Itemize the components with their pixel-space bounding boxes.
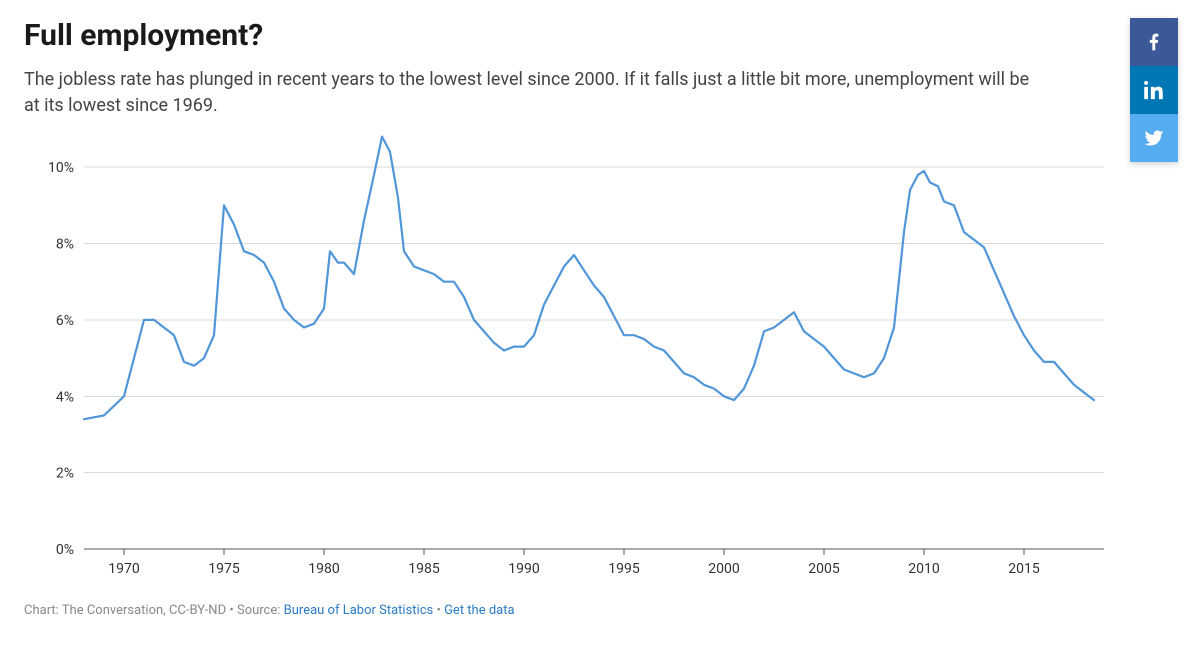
svg-text:1995: 1995: [608, 561, 640, 577]
share-facebook-button[interactable]: [1130, 18, 1178, 66]
svg-text:2%: 2%: [56, 466, 74, 482]
svg-text:10%: 10%: [48, 160, 74, 176]
svg-text:2000: 2000: [708, 561, 740, 577]
chart-footer: Chart: The Conversation, CC-BY-ND • Sour…: [24, 603, 1124, 618]
twitter-icon: [1144, 128, 1164, 148]
separator-dot: •: [229, 603, 237, 618]
chart-credit: Chart: The Conversation, CC-BY-ND: [24, 603, 226, 618]
chart-title: Full employment?: [24, 18, 1124, 53]
svg-text:8%: 8%: [56, 237, 74, 253]
svg-text:1970: 1970: [108, 561, 140, 577]
svg-text:1980: 1980: [308, 561, 340, 577]
chart-svg: 0% 2% 4% 6% 8% 10% 1970 1975 1980 1985 1990 1995 200…: [24, 129, 1124, 599]
line-chart: 0% 2% 4% 6% 8% 10% 1970 1975 1980 1985 1990 1995 200…: [24, 129, 1124, 599]
svg-text:1985: 1985: [408, 561, 440, 577]
svg-text:2005: 2005: [808, 561, 840, 577]
facebook-icon: [1144, 32, 1164, 52]
chart-subtitle: The jobless rate has plunged in recent y…: [24, 67, 1044, 119]
svg-text:0%: 0%: [56, 542, 74, 558]
share-twitter-button[interactable]: [1130, 114, 1178, 162]
svg-text:4%: 4%: [56, 389, 74, 405]
source-label: Source:: [237, 603, 280, 618]
social-share-rail: [1130, 18, 1178, 162]
svg-text:2015: 2015: [1008, 561, 1040, 577]
svg-text:1975: 1975: [208, 561, 240, 577]
svg-text:6%: 6%: [56, 313, 74, 329]
linkedin-icon: [1144, 80, 1164, 100]
source-link[interactable]: Bureau of Labor Statistics: [284, 603, 434, 618]
separator-dot: •: [436, 603, 444, 618]
get-data-link[interactable]: Get the data: [444, 603, 514, 618]
svg-text:1990: 1990: [508, 561, 540, 577]
share-linkedin-button[interactable]: [1130, 66, 1178, 114]
svg-text:2010: 2010: [908, 561, 940, 577]
